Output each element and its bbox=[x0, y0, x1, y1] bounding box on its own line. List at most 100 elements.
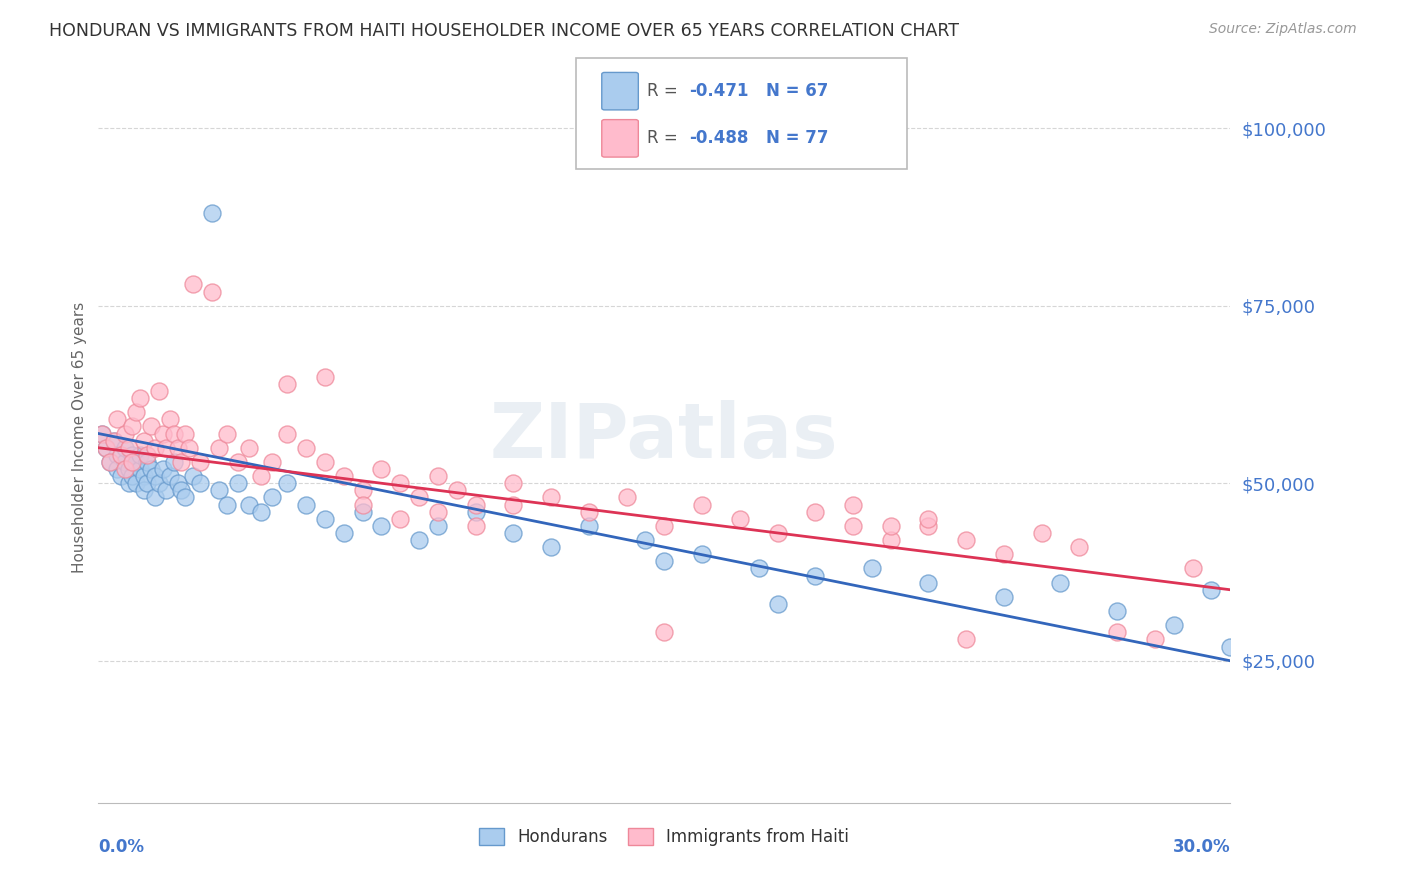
Point bbox=[993, 590, 1015, 604]
Point bbox=[201, 285, 224, 299]
Point bbox=[917, 575, 939, 590]
Point bbox=[155, 441, 177, 455]
Point bbox=[766, 597, 789, 611]
Point bbox=[389, 476, 412, 491]
Point bbox=[502, 498, 524, 512]
Point bbox=[125, 405, 148, 419]
Point bbox=[464, 519, 486, 533]
Point bbox=[121, 448, 143, 462]
Point bbox=[98, 455, 121, 469]
Text: 0.0%: 0.0% bbox=[98, 838, 145, 855]
Point bbox=[880, 533, 903, 547]
Point bbox=[132, 483, 155, 498]
Point bbox=[766, 525, 789, 540]
Point bbox=[166, 441, 188, 455]
Point bbox=[1107, 604, 1129, 618]
Point bbox=[276, 426, 298, 441]
Point bbox=[1219, 640, 1241, 654]
Text: 30.0%: 30.0% bbox=[1173, 838, 1230, 855]
Point bbox=[125, 476, 148, 491]
Point bbox=[1049, 575, 1071, 590]
Point bbox=[136, 455, 159, 469]
Point bbox=[578, 505, 600, 519]
Point bbox=[105, 412, 128, 426]
Text: N = 77: N = 77 bbox=[766, 129, 828, 147]
Point bbox=[464, 498, 486, 512]
Point bbox=[955, 533, 977, 547]
Point bbox=[208, 483, 231, 498]
Point bbox=[1201, 582, 1223, 597]
Point bbox=[129, 448, 152, 462]
Point bbox=[1143, 632, 1166, 647]
Point bbox=[226, 476, 249, 491]
Point bbox=[690, 498, 713, 512]
Point bbox=[143, 491, 166, 505]
Text: N = 67: N = 67 bbox=[766, 82, 828, 100]
Point bbox=[249, 469, 271, 483]
Point bbox=[370, 519, 392, 533]
Point bbox=[804, 505, 827, 519]
Point bbox=[143, 469, 166, 483]
Text: -0.488: -0.488 bbox=[689, 129, 748, 147]
Point bbox=[174, 426, 197, 441]
Point bbox=[540, 491, 562, 505]
Point bbox=[125, 455, 148, 469]
Point bbox=[616, 491, 638, 505]
Point bbox=[121, 419, 143, 434]
Point bbox=[389, 512, 412, 526]
Point bbox=[464, 505, 486, 519]
Point bbox=[170, 483, 193, 498]
Point bbox=[201, 206, 224, 220]
Point bbox=[295, 498, 318, 512]
Point bbox=[226, 455, 249, 469]
Text: -0.471: -0.471 bbox=[689, 82, 748, 100]
Point bbox=[114, 426, 136, 441]
Point bbox=[103, 434, 125, 448]
Point bbox=[91, 426, 114, 441]
Point bbox=[163, 455, 186, 469]
Point bbox=[132, 434, 155, 448]
Point bbox=[163, 426, 186, 441]
Point bbox=[1069, 540, 1091, 554]
Point bbox=[110, 448, 132, 462]
Point bbox=[1031, 525, 1053, 540]
Point bbox=[129, 462, 152, 476]
Point bbox=[690, 547, 713, 561]
Point bbox=[652, 519, 676, 533]
Point bbox=[917, 519, 939, 533]
Point bbox=[408, 491, 430, 505]
Point bbox=[502, 525, 524, 540]
Y-axis label: Householder Income Over 65 years: Householder Income Over 65 years bbox=[72, 301, 87, 573]
Point bbox=[117, 462, 139, 476]
Point bbox=[295, 441, 318, 455]
Point bbox=[427, 505, 450, 519]
Point bbox=[105, 462, 128, 476]
Legend: Hondurans, Immigrants from Haiti: Hondurans, Immigrants from Haiti bbox=[472, 822, 856, 853]
Point bbox=[121, 455, 143, 469]
Point bbox=[152, 426, 174, 441]
Point bbox=[174, 491, 197, 505]
Point bbox=[148, 384, 170, 398]
Point bbox=[188, 455, 211, 469]
Point bbox=[314, 369, 336, 384]
Point bbox=[181, 469, 204, 483]
Point bbox=[408, 533, 430, 547]
Point bbox=[110, 469, 132, 483]
Point bbox=[446, 483, 468, 498]
Point bbox=[141, 462, 163, 476]
Point bbox=[114, 462, 136, 476]
Point bbox=[652, 625, 676, 640]
Point bbox=[1163, 618, 1185, 632]
Text: Source: ZipAtlas.com: Source: ZipAtlas.com bbox=[1209, 22, 1357, 37]
Point bbox=[132, 469, 155, 483]
Text: ZIPatlas: ZIPatlas bbox=[491, 401, 838, 474]
Point bbox=[352, 483, 374, 498]
Point bbox=[117, 476, 139, 491]
Point bbox=[332, 525, 354, 540]
Point bbox=[260, 455, 283, 469]
Text: R =: R = bbox=[647, 82, 683, 100]
Point bbox=[188, 476, 211, 491]
Point bbox=[170, 455, 193, 469]
Point bbox=[94, 441, 117, 455]
Point bbox=[728, 512, 751, 526]
